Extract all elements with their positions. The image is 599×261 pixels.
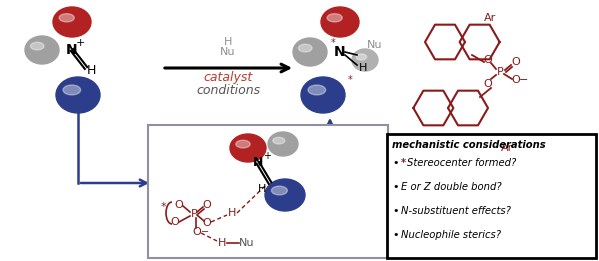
Ellipse shape <box>301 77 345 113</box>
Text: H: H <box>258 184 266 194</box>
Ellipse shape <box>352 49 378 71</box>
Ellipse shape <box>236 140 250 148</box>
Text: conditions: conditions <box>196 85 260 98</box>
Ellipse shape <box>298 44 312 52</box>
Text: N-substituent effects?: N-substituent effects? <box>401 206 511 216</box>
Text: *: * <box>401 158 406 168</box>
Text: P: P <box>190 209 198 219</box>
Ellipse shape <box>59 14 74 22</box>
Ellipse shape <box>268 132 298 156</box>
Text: •: • <box>392 182 398 192</box>
Text: *: * <box>347 75 352 85</box>
Text: Nu: Nu <box>239 238 255 248</box>
FancyBboxPatch shape <box>148 125 388 258</box>
Text: H: H <box>228 208 236 218</box>
Text: Ar: Ar <box>484 13 496 23</box>
Ellipse shape <box>293 38 327 66</box>
Ellipse shape <box>271 186 288 195</box>
Ellipse shape <box>25 36 59 64</box>
Text: •: • <box>392 230 398 240</box>
Text: O: O <box>483 79 492 89</box>
Text: O: O <box>202 200 211 210</box>
Text: N: N <box>66 43 78 57</box>
FancyBboxPatch shape <box>387 134 596 258</box>
Text: −: − <box>201 227 209 237</box>
Text: O: O <box>171 217 179 227</box>
Ellipse shape <box>327 14 342 22</box>
Text: Ar: Ar <box>501 143 513 153</box>
Ellipse shape <box>321 7 359 37</box>
Ellipse shape <box>230 134 266 162</box>
Text: O: O <box>512 75 521 85</box>
Ellipse shape <box>56 77 100 113</box>
Text: O: O <box>483 55 492 65</box>
Text: Nu: Nu <box>220 47 236 57</box>
Text: −: − <box>519 75 529 85</box>
Text: H: H <box>86 63 96 76</box>
Text: mechanistic considerations: mechanistic considerations <box>392 140 546 150</box>
Text: +: + <box>75 38 84 48</box>
Text: Nu: Nu <box>367 40 383 50</box>
Text: P: P <box>497 67 503 77</box>
Ellipse shape <box>31 42 44 50</box>
Text: N: N <box>253 157 263 169</box>
Text: •: • <box>392 158 398 168</box>
Ellipse shape <box>273 137 285 144</box>
Ellipse shape <box>53 7 91 37</box>
Text: •: • <box>392 206 398 216</box>
Ellipse shape <box>265 179 305 211</box>
Text: *: * <box>160 202 166 212</box>
Text: H: H <box>224 37 232 47</box>
Text: H: H <box>359 63 367 73</box>
Text: E or Z double bond?: E or Z double bond? <box>401 182 501 192</box>
Ellipse shape <box>356 54 367 60</box>
Text: Nucleophile sterics?: Nucleophile sterics? <box>401 230 501 240</box>
Text: O: O <box>193 227 201 237</box>
Text: N: N <box>334 45 346 59</box>
Text: O: O <box>175 200 183 210</box>
Ellipse shape <box>308 85 326 95</box>
Text: O: O <box>512 57 521 67</box>
Text: H: H <box>218 238 226 248</box>
Text: +: + <box>263 151 271 161</box>
Text: *: * <box>331 38 335 48</box>
Text: Stereocenter formed?: Stereocenter formed? <box>407 158 516 168</box>
Text: catalyst: catalyst <box>204 72 253 85</box>
Text: O: O <box>202 218 211 228</box>
Ellipse shape <box>63 85 81 95</box>
